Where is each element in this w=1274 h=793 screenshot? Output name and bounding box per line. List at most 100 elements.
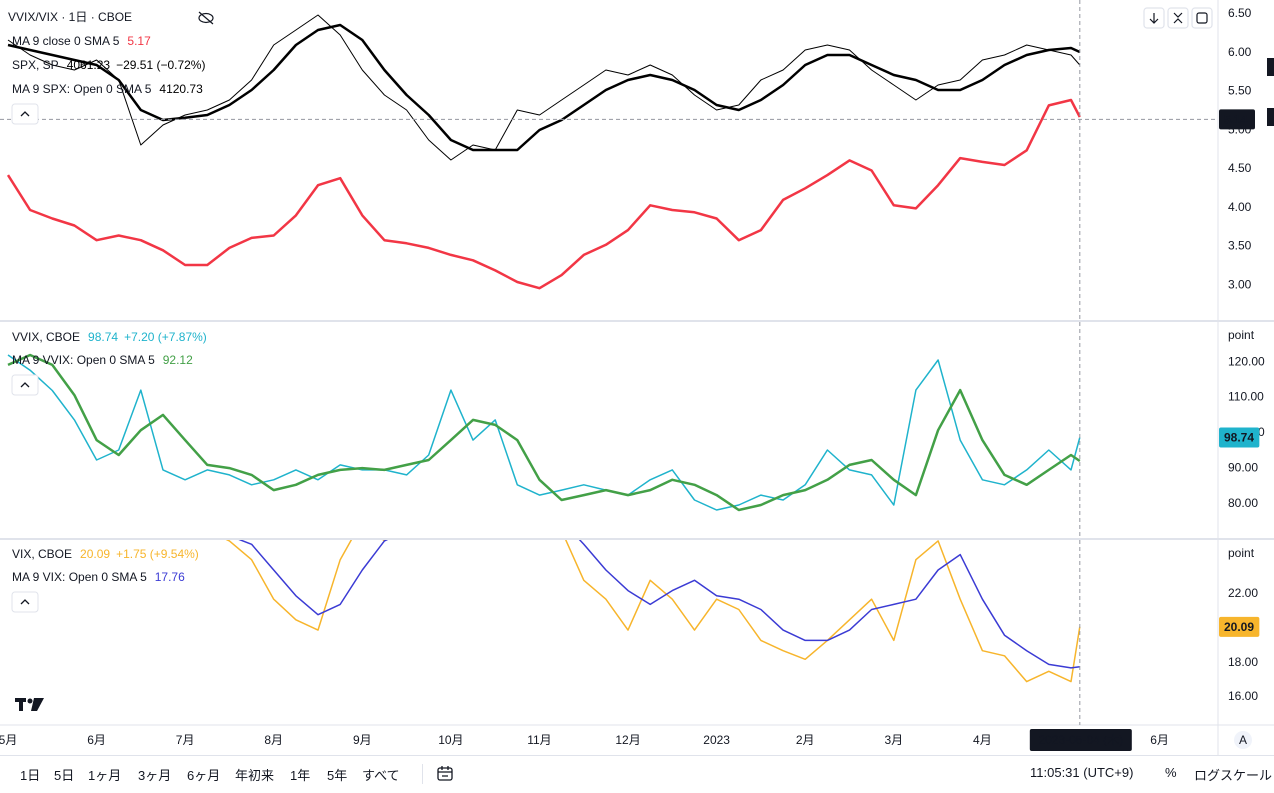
bottom-toolbar: 1日 5日 1ヶ月 3ヶ月 6ヶ月 年初来 1年 5年 すべて 11:05:31 (UTC+9)%… <box>0 755 1274 793</box>
x-tick-label: 4月 <box>973 733 992 747</box>
date-range-icon[interactable] <box>436 765 454 783</box>
range-button[interactable]: 1ヶ月 <box>88 768 122 783</box>
range-button[interactable]: 1年 <box>290 768 311 783</box>
range-button[interactable]: 年初来 <box>235 768 275 783</box>
y-tick-label: 5.50 <box>1228 84 1252 98</box>
collapse-button[interactable] <box>1167 7 1189 29</box>
series-line <box>238 540 1080 669</box>
y-tick-label: 18.00 <box>1228 655 1258 669</box>
x-tick-label: 3月 <box>884 733 903 747</box>
button-frame <box>11 103 39 125</box>
clock: 11:05:31 (UTC+9) <box>1030 765 1134 780</box>
legend-change: +7.20 (+7.87%) <box>124 330 207 344</box>
y-tick-label: 80.00 <box>1228 496 1258 510</box>
series-line <box>6 98 1081 290</box>
legend-name: VVIX, CBOE <box>12 330 80 344</box>
maximize-button[interactable] <box>1191 7 1213 29</box>
pane-plot <box>7 353 1081 512</box>
range-button[interactable]: 6ヶ月 <box>187 768 221 783</box>
x-tick-label: 9月 <box>353 733 372 747</box>
legend-entry[interactable]: MA 9 VIX: Open 0 SMA 5 17.76 <box>12 570 185 584</box>
x-tick-label: 6月 <box>1150 733 1169 747</box>
legend-name: MA 9 VIX: Open 0 SMA 5 <box>12 570 147 584</box>
series-line <box>7 23 1081 152</box>
move-down-button[interactable] <box>1143 7 1165 29</box>
y-tick-label: 6.00 <box>1228 45 1252 59</box>
y-tick-label: 4.00 <box>1228 200 1252 214</box>
price-badge <box>1219 616 1260 637</box>
x-tick-label: 5月 <box>0 733 17 747</box>
legend-name: VIX, CBOE <box>12 547 72 561</box>
x-tick-label: 11月 <box>527 733 551 747</box>
x-tick-label: 8月 <box>264 733 283 747</box>
y-tick-label: 3.50 <box>1228 239 1252 253</box>
auto-scale-button[interactable] <box>1234 731 1252 749</box>
legend-entry[interactable]: MA 9 SPX: Open 0 SMA 5 4120.73 <box>12 82 203 96</box>
pane-buttons <box>1143 7 1213 29</box>
price-badge <box>1219 427 1260 448</box>
price-badge-label: 98.74 <box>1224 431 1254 445</box>
y-tick-label: 110.00 <box>1228 390 1264 404</box>
legend-value: 4061.23 <box>67 58 111 72</box>
logo <box>15 698 44 711</box>
eye-icon <box>198 12 214 24</box>
side-tab[interactable] <box>1267 108 1274 126</box>
visibility-toggle[interactable] <box>198 11 214 25</box>
range-button[interactable]: 3ヶ月 <box>138 768 172 783</box>
legend-collapse-button[interactable] <box>11 374 39 396</box>
crosshair-time-label: 2023-05-04 (木) <box>1038 733 1123 747</box>
price-badge-label: 5.14 <box>1224 112 1248 126</box>
crosshair-time-badge <box>1029 729 1132 751</box>
legend-entry[interactable]: MA 9 VVIX: Open 0 SMA 5 92.12 <box>12 353 193 367</box>
y-tick-label: 4.50 <box>1228 161 1252 175</box>
legend-value: 20.09 <box>80 547 110 561</box>
legend-name: SPX, SP <box>12 58 59 72</box>
chevron-up <box>20 599 30 605</box>
legend-name: MA 9 close 0 SMA 5 <box>12 34 120 48</box>
series-line <box>7 353 1081 512</box>
series-line <box>7 354 1081 511</box>
legend-value: 4120.73 <box>159 82 203 96</box>
range-button[interactable]: 5日 <box>54 768 75 783</box>
axis-unit: point <box>1228 328 1255 342</box>
auto-scale-label[interactable]: A <box>1239 733 1247 747</box>
x-tick-label: 2023 <box>703 733 730 747</box>
legend-entry[interactable]: MA 9 close 0 SMA 5 5.17 <box>12 34 151 48</box>
chevron-up <box>20 111 30 117</box>
legend-value: 92.12 <box>163 353 193 367</box>
series-line <box>225 540 1081 683</box>
legend-entry[interactable]: VIX, CBOE 20.09 +1.75 (+9.54%) <box>12 547 199 561</box>
legend-value: 5.17 <box>127 34 151 48</box>
percent-toggle[interactable]: % <box>1165 765 1177 780</box>
price-badge <box>1219 109 1255 130</box>
legend-collapse-button[interactable] <box>11 591 39 613</box>
legend-collapse-button[interactable] <box>11 103 39 125</box>
axis-unit: point <box>1228 546 1255 560</box>
y-tick-label: 6.50 <box>1228 6 1252 20</box>
button-frame <box>11 374 39 396</box>
pane-plot <box>225 540 1081 683</box>
y-tick-label: 22.00 <box>1228 586 1258 600</box>
legend-entry[interactable]: VVIX, CBOE 98.74 +7.20 (+7.87%) <box>12 330 207 344</box>
legend-name: MA 9 SPX: Open 0 SMA 5 <box>12 82 152 96</box>
x-tick-label: 6月 <box>87 733 106 747</box>
separator <box>422 764 423 784</box>
log-scale-toggle[interactable]: ログスケール <box>1194 768 1273 783</box>
legend-value: 17.76 <box>155 570 185 584</box>
legend-entry[interactable]: SPX, SP 4061.23 −29.51 (−0.72%) <box>12 58 205 72</box>
range-button[interactable]: 1日 <box>20 768 41 783</box>
legend-name: MA 9 VVIX: Open 0 SMA 5 <box>12 353 155 367</box>
chart: 3.003.504.004.505.005.506.006.505.14VVIX… <box>0 0 1274 755</box>
pane-title: VVIX/VIX · 1日 · CBOE <box>8 10 132 24</box>
legend-change: −29.51 (−0.72%) <box>116 58 205 72</box>
series-line <box>7 14 1081 161</box>
range-button[interactable]: 5年 <box>327 768 348 783</box>
range-button[interactable]: すべて <box>362 768 400 783</box>
x-tick-label: 10月 <box>438 733 463 747</box>
y-tick-label: 90.00 <box>1228 461 1258 475</box>
chevron-up <box>20 382 30 388</box>
side-tab[interactable] <box>1267 58 1274 76</box>
legend-change: +1.75 (+9.54%) <box>116 547 199 561</box>
x-tick-label: 2月 <box>796 733 815 747</box>
